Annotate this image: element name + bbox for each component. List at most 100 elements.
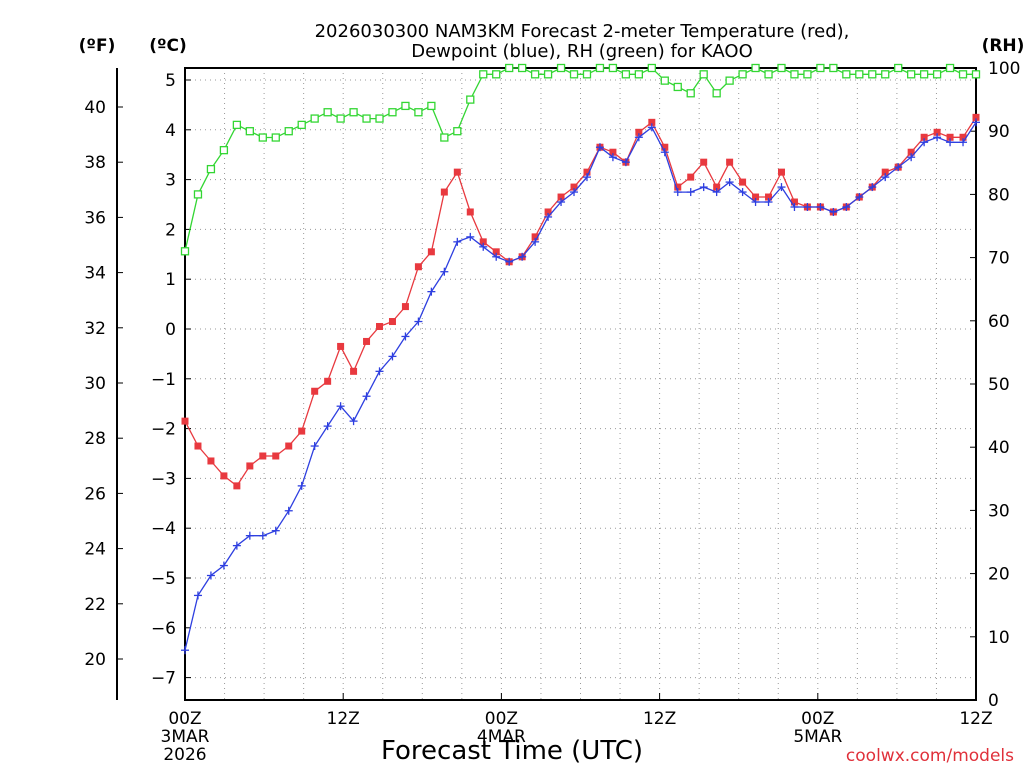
rh-point	[517, 63, 527, 73]
rh-point	[608, 63, 618, 73]
dewpoint-point	[232, 541, 241, 550]
rh-point	[919, 70, 929, 79]
temperature-point	[907, 148, 915, 156]
temperature-point	[726, 158, 734, 166]
rh-point	[738, 70, 747, 79]
rh-tick-label: 100	[988, 59, 1020, 79]
rh-point	[894, 63, 903, 73]
chart-title-line1: 2026030300 NAM3KM Forecast 2-meter Tempe…	[315, 21, 850, 42]
dewpoint-point	[673, 188, 682, 197]
temperature-point	[635, 128, 643, 136]
rh-point	[440, 133, 449, 142]
data-series	[180, 63, 981, 655]
rh-point	[271, 133, 280, 142]
temperature-point	[337, 342, 345, 350]
rh-point	[699, 70, 708, 79]
dewpoint-point	[959, 138, 968, 147]
dewpoint-point	[427, 287, 436, 296]
x-tick-label: 00Z	[801, 709, 834, 729]
rh-point	[219, 146, 229, 155]
dewpoint-point	[647, 123, 656, 132]
dewpoint-point	[790, 202, 799, 211]
dewpoint-point	[440, 267, 449, 276]
rh-point	[777, 63, 786, 73]
rh-point	[258, 133, 267, 142]
celsius-tick-label: 0	[165, 320, 176, 340]
x-axis-label: Forecast Time (UTC)	[381, 736, 643, 766]
rh-point	[881, 70, 890, 79]
dewpoint-point	[557, 198, 566, 207]
rh-tick-label: 50	[988, 375, 1010, 395]
rh-point	[868, 70, 877, 79]
dewpoint-point	[401, 332, 410, 341]
dewpoint-point	[920, 138, 929, 147]
x-tick-label: 12Z	[643, 709, 676, 729]
rh-point	[453, 127, 462, 136]
rh-point	[427, 101, 436, 111]
rh-point	[686, 89, 695, 98]
rh-tick-label: 0	[988, 691, 999, 711]
dewpoint-point	[479, 242, 488, 251]
temperature-point	[350, 367, 358, 375]
fahrenheit-tick-label: 24	[84, 540, 106, 560]
temperature-point	[272, 452, 280, 460]
rh-tick-label: 10	[988, 628, 1010, 648]
x-tick-label: 00Z	[168, 709, 201, 729]
temperature-point	[544, 208, 552, 216]
rh-point	[842, 70, 851, 79]
temperature-point	[492, 248, 500, 256]
rh-point	[907, 70, 916, 79]
rh-tick-label: 60	[988, 312, 1010, 332]
dewpoint-point	[375, 367, 384, 376]
credit-text[interactable]: coolwx.com/models	[846, 746, 1014, 766]
dewpoint-point	[751, 198, 760, 207]
dewpoint-point	[712, 188, 721, 197]
rh-point	[401, 101, 410, 111]
rh-point	[958, 70, 968, 79]
dewpoint-point	[271, 526, 280, 535]
rh-tick-label: 70	[988, 249, 1010, 269]
dewpoint-point	[414, 317, 423, 326]
temperature-point	[427, 248, 435, 256]
series-dewpoint	[181, 118, 980, 655]
dewpoint-point	[855, 193, 864, 202]
celsius-tick-label: −5	[151, 569, 176, 589]
rh-point	[466, 95, 475, 104]
dewpoint-point	[725, 178, 734, 187]
temperature-point	[713, 183, 721, 191]
rh-point	[492, 70, 501, 79]
temperature-point	[376, 323, 384, 331]
dewpoint-point	[933, 133, 942, 142]
temperature-point	[881, 168, 889, 176]
rh-point	[349, 108, 358, 117]
dewpoint-point	[258, 531, 267, 540]
gridlines	[185, 68, 976, 700]
rh-point	[751, 63, 760, 73]
dewpoint-point	[388, 352, 397, 361]
dewpoint-point	[777, 183, 786, 192]
rh-point	[336, 114, 345, 123]
temperature-point	[285, 442, 293, 450]
dewpoint-point	[466, 232, 475, 241]
celsius-tick-label: −3	[151, 469, 176, 489]
dewpoint-point	[362, 392, 371, 401]
fahrenheit-tick-label: 22	[84, 595, 106, 615]
temperature-point	[920, 133, 928, 141]
temperature-point	[648, 118, 656, 126]
temperature-point	[440, 188, 448, 196]
rh-point	[414, 108, 423, 117]
temperature-point	[220, 472, 228, 480]
x-tick-date-label: 4MAR	[477, 727, 526, 747]
dewpoint-point	[544, 212, 553, 221]
dewpoint-point	[453, 237, 462, 246]
dewpoint-point	[608, 153, 617, 162]
celsius-tick-label: −2	[151, 420, 176, 440]
dewpoint-point	[738, 188, 747, 197]
dewpoint-point	[284, 506, 293, 515]
dewpoint-point	[336, 402, 345, 411]
fahrenheit-tick-label: 36	[84, 208, 106, 228]
temperature-point	[752, 193, 760, 201]
temperature-point	[388, 318, 396, 326]
rh-point	[193, 190, 203, 199]
